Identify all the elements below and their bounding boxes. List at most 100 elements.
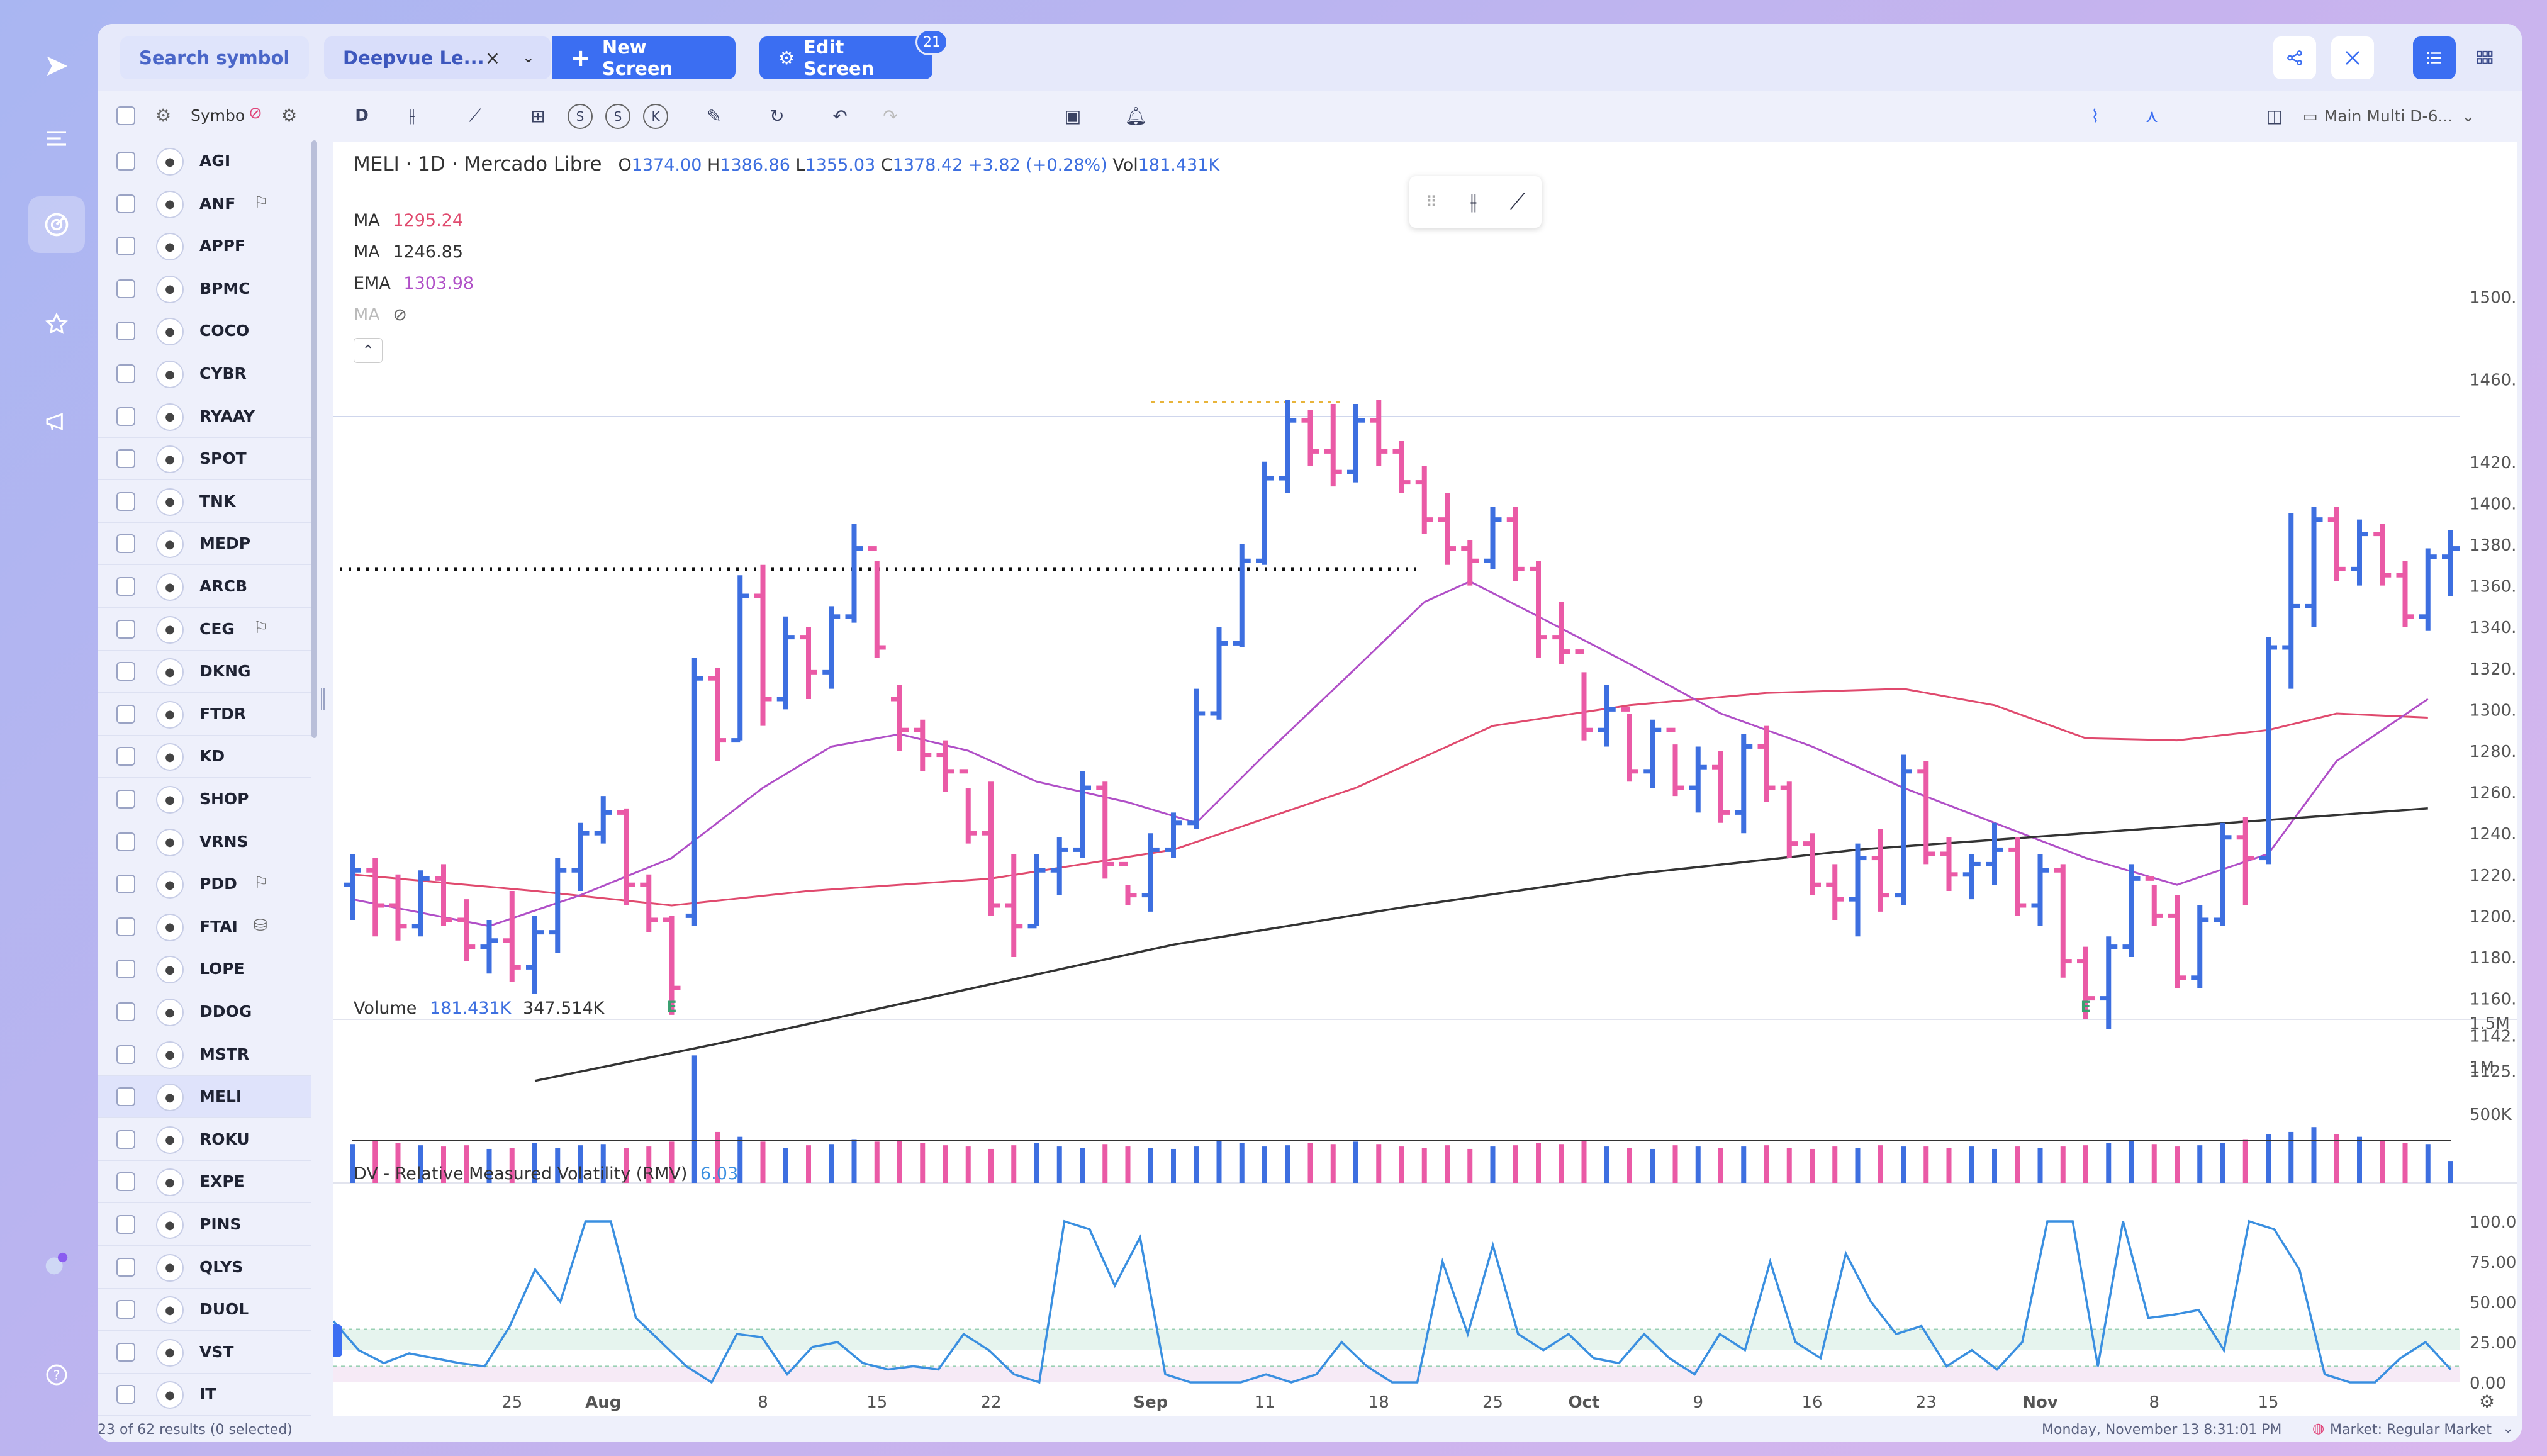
row-checkbox[interactable] xyxy=(116,704,135,724)
calendar-icon[interactable]: ▣ xyxy=(1064,105,1082,126)
watchlist-row[interactable]: ● ANF ⚐ xyxy=(98,183,311,225)
megaphone-icon[interactable] xyxy=(28,393,85,450)
rmv-legend[interactable]: DV - Relative Measured Volatility (RMV) … xyxy=(354,1164,738,1184)
layout-icon[interactable]: ◫ xyxy=(2266,105,2283,126)
row-checkbox[interactable] xyxy=(116,1342,135,1362)
volume-legend[interactable]: Volume 181.431K 347.514K xyxy=(354,999,604,1018)
screen-tab[interactable]: Deepvue Le... × ⌄ xyxy=(324,36,551,79)
row-flag-icon[interactable]: ⚐ xyxy=(254,873,269,893)
watchlist-row[interactable]: ● IT xyxy=(98,1374,311,1416)
layout-selector[interactable]: ▭ Main Multi D-6... ⌄ xyxy=(2303,101,2504,130)
compare-icon[interactable]: ⋏ xyxy=(2145,105,2159,126)
row-checkbox[interactable] xyxy=(116,577,135,596)
drag-handle-icon[interactable]: ⠿ xyxy=(1426,193,1437,211)
avatar-icon[interactable] xyxy=(28,1236,85,1293)
bar-style-icon[interactable]: ⫲ xyxy=(409,105,415,126)
row-checkbox[interactable] xyxy=(116,619,135,639)
redo-icon[interactable]: ↷ xyxy=(883,105,898,126)
row-checkbox[interactable] xyxy=(116,152,135,171)
watchlist-row[interactable]: ● AGI xyxy=(98,140,311,182)
row-checkbox[interactable] xyxy=(116,406,135,426)
row-checkbox[interactable] xyxy=(116,917,135,936)
watchlist-row[interactable]: ● SHOP xyxy=(98,778,311,820)
alert-bell-icon[interactable]: 🔔︎ xyxy=(1124,105,1147,126)
settings-icon[interactable]: ⚙ xyxy=(281,105,298,126)
watchlist-row[interactable]: ● BPMC xyxy=(98,268,311,310)
symbol-column-header[interactable]: Symbo xyxy=(191,106,245,125)
grid-view-icon[interactable] xyxy=(2463,36,2506,79)
watchlist-row[interactable]: ● DUOL xyxy=(98,1289,311,1331)
row-checkbox[interactable] xyxy=(116,747,135,766)
gear-icon[interactable]: ⚙ xyxy=(155,105,172,126)
eye-off-icon[interactable]: ⊘ xyxy=(393,305,407,325)
row-checkbox[interactable] xyxy=(116,491,135,511)
watchlist-row[interactable]: ● ROKU xyxy=(98,1119,311,1161)
watchlist-row[interactable]: ● FTAI ⛁ xyxy=(98,906,311,948)
undo-icon[interactable]: ↶ xyxy=(832,105,848,126)
draw-icon[interactable]: ✎ xyxy=(707,105,722,126)
row-checkbox[interactable] xyxy=(116,279,135,298)
templates-icon[interactable]: ⊞ xyxy=(530,105,546,126)
radar-icon[interactable] xyxy=(28,196,85,253)
list-view-icon[interactable] xyxy=(2413,36,2456,79)
row-checkbox[interactable] xyxy=(116,662,135,681)
row-checkbox[interactable] xyxy=(116,1129,135,1149)
watchlist-row[interactable]: ● MEDP xyxy=(98,523,311,566)
watchlist-row[interactable]: ● VRNS xyxy=(98,821,311,863)
watchlist-row[interactable]: ● ARCB xyxy=(98,566,311,608)
trendline-tool-icon[interactable]: ⟋ xyxy=(1509,189,1525,215)
watchlist-row[interactable]: ● MELI xyxy=(98,1076,311,1119)
watchlist-row[interactable]: ● KD xyxy=(98,736,311,778)
row-flag-icon[interactable]: ⚐ xyxy=(254,193,269,212)
row-checkbox[interactable] xyxy=(116,322,135,341)
star-icon[interactable] xyxy=(28,296,85,352)
row-checkbox[interactable] xyxy=(116,449,135,469)
menu-icon[interactable] xyxy=(28,110,85,167)
pane-expand-handle[interactable] xyxy=(333,1324,342,1357)
row-checkbox[interactable] xyxy=(116,1087,135,1107)
row-checkbox[interactable] xyxy=(116,194,135,213)
row-checkbox[interactable] xyxy=(116,960,135,979)
row-checkbox[interactable] xyxy=(116,1257,135,1277)
row-checkbox[interactable] xyxy=(116,1385,135,1404)
price-chart[interactable]: 1500.00 1460.00 1420.00 1400.00 1380.00 1360.… xyxy=(332,142,2522,1416)
k-button[interactable]: K xyxy=(643,104,668,129)
row-checkbox[interactable] xyxy=(116,1044,135,1064)
logo-icon[interactable] xyxy=(28,38,85,94)
chevron-down-icon[interactable]: ⌄ xyxy=(2502,1421,2514,1436)
watchlist-row[interactable]: ● VST xyxy=(98,1331,311,1374)
chart-area[interactable]: 1500.00 1460.00 1420.00 1400.00 1380.00 1360.… xyxy=(332,142,2522,1416)
row-checkbox[interactable] xyxy=(116,237,135,256)
watchlist-row[interactable]: ● COCO xyxy=(98,310,311,353)
search-input[interactable]: Search symbol xyxy=(120,36,309,79)
row-flag-icon[interactable]: ⚐ xyxy=(254,618,269,637)
ma2-legend[interactable]: MA 1246.85 xyxy=(354,242,463,262)
watchlist-row[interactable]: ● PINS xyxy=(98,1204,311,1246)
row-checkbox[interactable] xyxy=(116,832,135,851)
watchlist-row[interactable]: ● TNK xyxy=(98,481,311,523)
watchlist-row[interactable]: ● CYBR xyxy=(98,353,311,395)
watchlist-row[interactable]: ● EXPE xyxy=(98,1161,311,1204)
row-checkbox[interactable] xyxy=(116,1002,135,1021)
watchlist-row[interactable]: ● CEG ⚐ xyxy=(98,608,311,651)
ma1-legend[interactable]: MA 1295.24 xyxy=(354,211,463,230)
panel-resize-handle[interactable] xyxy=(321,688,325,710)
row-checkbox[interactable] xyxy=(116,534,135,554)
share-icon[interactable] xyxy=(2273,36,2316,79)
watchlist-row[interactable]: ● LOPE xyxy=(98,948,311,991)
select-all-checkbox[interactable] xyxy=(116,106,135,125)
ma-hidden-legend[interactable]: MA ⊘ xyxy=(354,305,407,325)
chevron-down-icon[interactable]: ⌄ xyxy=(522,50,534,66)
s1-button[interactable]: S xyxy=(568,104,593,129)
watchlist-row[interactable]: ● DKNG xyxy=(98,651,311,693)
row-checkbox[interactable] xyxy=(116,1300,135,1319)
clear-sort-icon[interactable]: ⊘ xyxy=(249,104,262,123)
bar-tool-icon[interactable]: ⫲ xyxy=(1470,189,1477,215)
watchlist-scrollbar[interactable] xyxy=(311,140,317,738)
ema-legend[interactable]: EMA 1303.98 xyxy=(354,274,474,293)
indicators-icon[interactable]: ⟋ xyxy=(469,105,481,126)
close-icon[interactable]: × xyxy=(484,47,500,69)
row-checkbox[interactable] xyxy=(116,790,135,809)
edit-screen-button[interactable]: ⚙ Edit Screen xyxy=(759,36,932,79)
new-screen-button[interactable]: + New Screen xyxy=(552,36,736,79)
